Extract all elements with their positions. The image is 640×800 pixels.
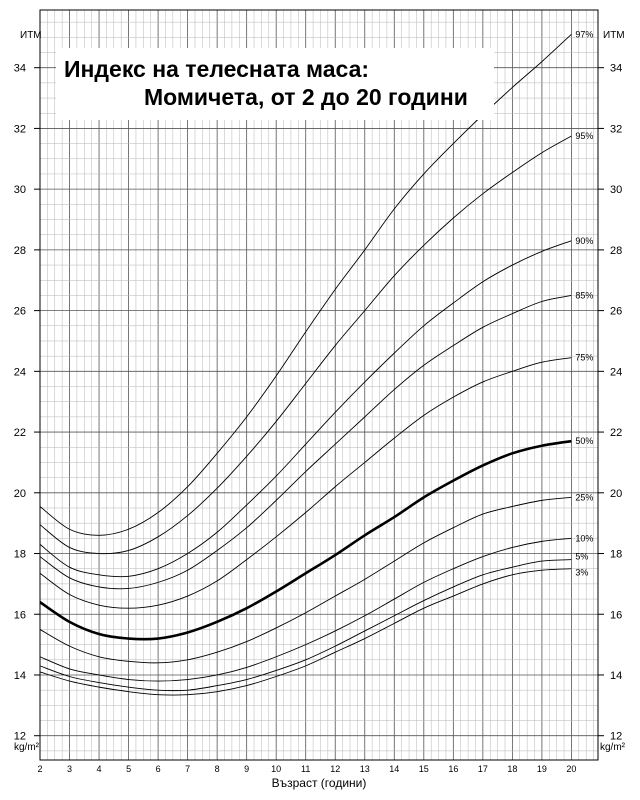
x-tick-label: 14 — [389, 764, 399, 774]
series-label-90: 90% — [575, 236, 593, 246]
y-tick-label-left: 14 — [14, 670, 26, 682]
plot-frame — [39, 9, 599, 761]
series-label-5: 5% — [575, 552, 588, 562]
y-tick-label-right: 28 — [610, 245, 622, 257]
x-tick-label: 8 — [215, 764, 220, 774]
series-label-85: 85% — [575, 290, 593, 300]
series-label-50: 50% — [575, 436, 593, 446]
x-tick-label: 17 — [478, 764, 488, 774]
series-line-50 — [39, 439, 572, 641]
y-tick-label-left: 34 — [14, 63, 26, 75]
x-tick-label: 6 — [156, 764, 161, 774]
x-tick-label: 10 — [271, 764, 281, 774]
series-line-5 — [39, 559, 572, 692]
x-tick-label: 9 — [244, 764, 249, 774]
x-tick-label: 3 — [67, 764, 72, 774]
x-tick-label: 2 — [37, 764, 42, 774]
x-tick-label: 7 — [185, 764, 190, 774]
y-axis-label-left: ИТМ — [20, 30, 42, 41]
x-axis-label: Възраст (години) — [272, 776, 367, 790]
y-tick-label-right: 30 — [610, 184, 622, 196]
y-tick-label-right: 16 — [610, 609, 622, 621]
y-tick-label-right: 22 — [610, 427, 622, 439]
y-tick-label-left: 16 — [14, 609, 26, 621]
series-line-90 — [39, 240, 572, 578]
y-tick-label-right: 12 — [610, 731, 622, 743]
y-tick-label-left: 22 — [14, 427, 26, 439]
series-label-10: 10% — [575, 533, 593, 543]
title-box: Индекс на телесната маса: Момичета, от 2… — [56, 48, 494, 120]
y-tick-label-left: 26 — [14, 306, 26, 318]
x-tick-label: 11 — [301, 764, 310, 774]
y-tick-label-right: 24 — [610, 366, 622, 378]
series-line-10 — [39, 537, 572, 682]
y-tick-label-left: 20 — [14, 488, 26, 500]
chart-title: Индекс на телесната маса: — [64, 56, 370, 82]
series-label-3: 3% — [575, 568, 588, 578]
y-tick-label-right: 26 — [610, 306, 622, 318]
y-tick-label-left: 12 — [14, 731, 26, 743]
series-line-95 — [39, 135, 572, 555]
y-tick-label-right: 32 — [610, 123, 622, 135]
y-axis-label-right: ИТМ — [603, 30, 625, 41]
y-tick-label-right: 14 — [610, 670, 622, 682]
series-line-25 — [39, 496, 572, 664]
y-tick-label-right: 20 — [610, 488, 622, 500]
x-tick-label: 15 — [419, 764, 429, 774]
x-tick-label: 12 — [330, 764, 340, 774]
y-tick-label-right: 34 — [610, 63, 622, 75]
x-tick-label: 16 — [448, 764, 458, 774]
y-unit-label-left: kg/m² — [14, 742, 40, 753]
y-tick-label-right: 18 — [610, 549, 622, 561]
series-line-75 — [39, 357, 572, 609]
x-tick-label: 18 — [507, 764, 517, 774]
x-tick-label: 4 — [97, 764, 102, 774]
chart-subtitle: Момичета, от 2 до 20 години — [144, 84, 468, 110]
y-tick-label-left: 24 — [14, 366, 26, 378]
x-tick-label: 19 — [537, 764, 547, 774]
y-tick-label-left: 18 — [14, 549, 26, 561]
y-tick-label-left: 28 — [14, 245, 26, 257]
series-label-97: 97% — [575, 29, 593, 39]
x-tick-label: 5 — [126, 764, 131, 774]
y-tick-label-left: 30 — [14, 184, 26, 196]
series-line-3 — [39, 568, 572, 696]
y-tick-label-left: 32 — [14, 123, 26, 135]
y-unit-label-right: kg/m² — [600, 742, 626, 753]
x-tick-label: 20 — [566, 764, 576, 774]
x-tick-label: 13 — [360, 764, 370, 774]
series-label-95: 95% — [575, 131, 593, 141]
series-label-75: 75% — [575, 353, 593, 363]
series-label-25: 25% — [575, 492, 593, 502]
series-line-85 — [39, 294, 572, 590]
